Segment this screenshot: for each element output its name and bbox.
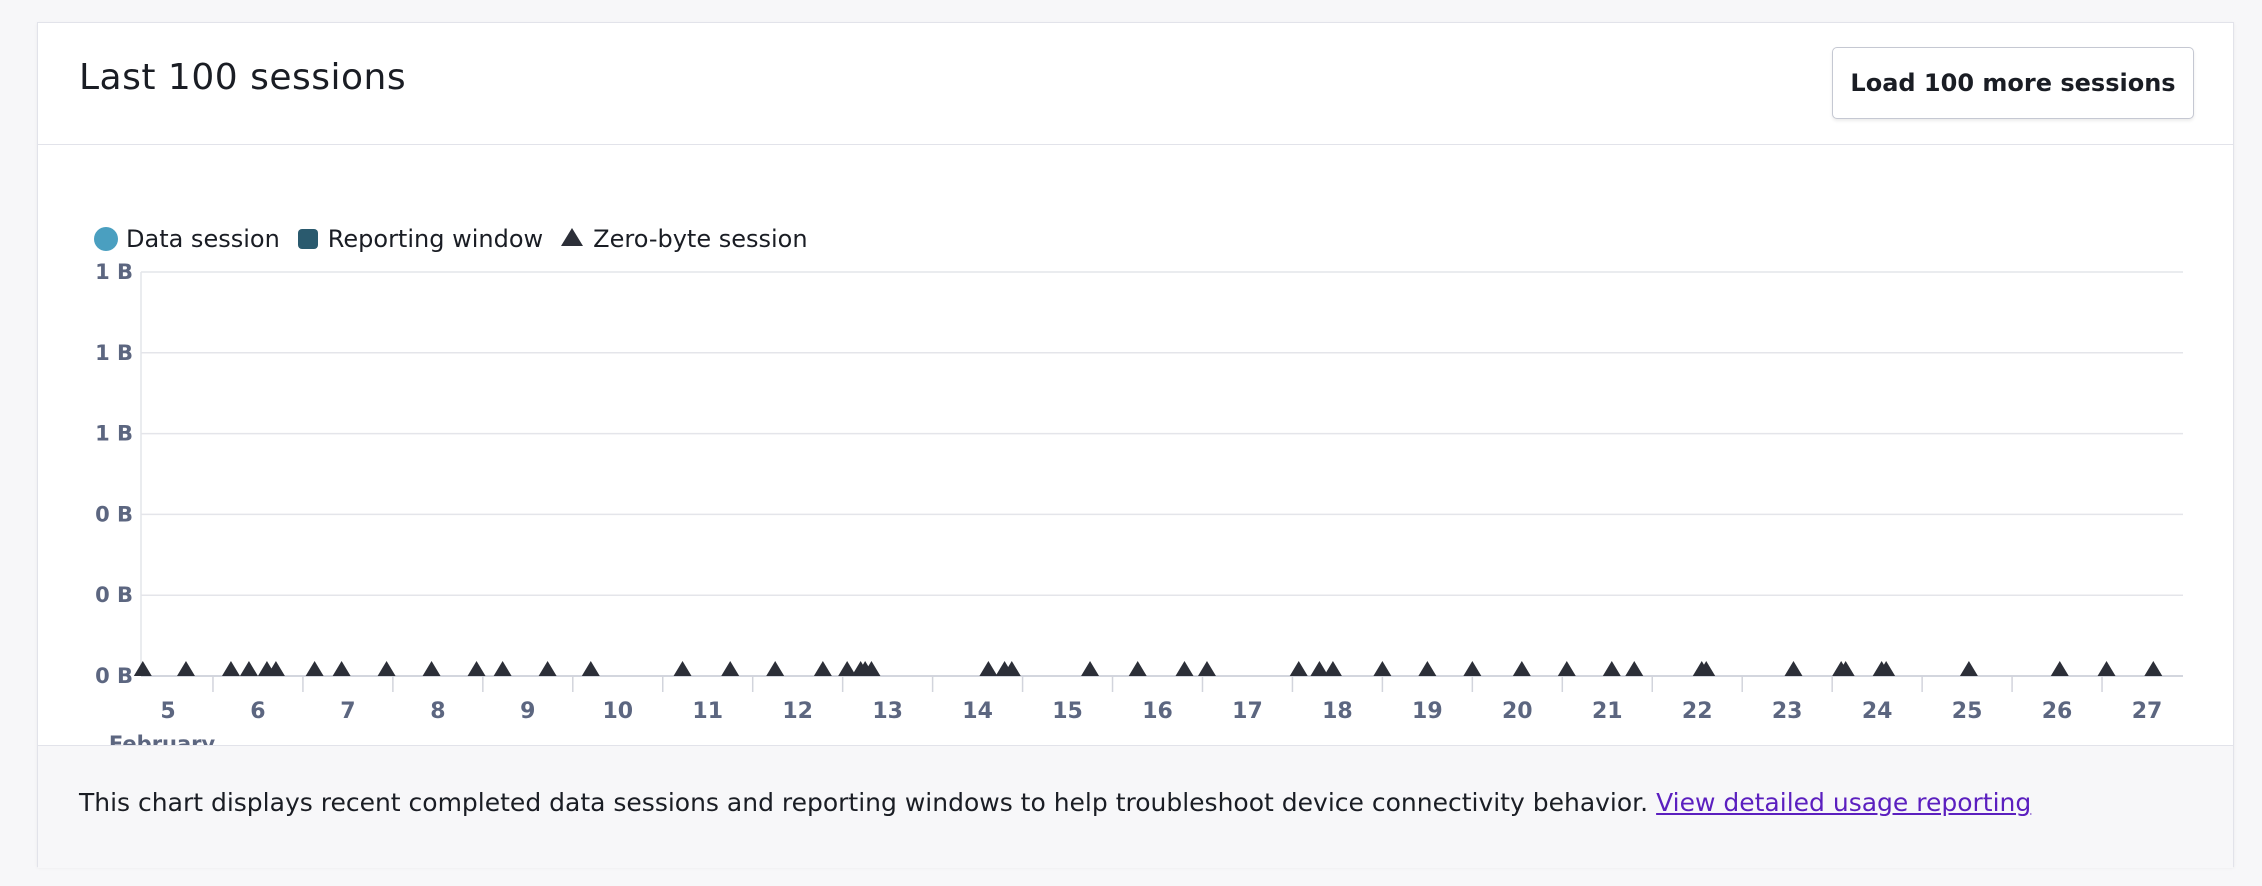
zero-byte-session-marker [2050,661,2069,676]
zero-byte-session-marker [1557,661,1576,676]
zero-byte-session-marker [1512,661,1531,676]
zero-byte-session-marker [1002,661,1021,676]
zero-byte-session-marker [721,661,740,676]
legend-label-data-session: Data session [126,225,280,253]
zero-byte-session-marker [133,661,152,676]
sessions-chart: Data session Reporting window Zero-byte … [38,145,2233,767]
x-tick-label: 14 [962,699,993,724]
x-tick-label: 20 [1502,699,1533,724]
y-tick-label: 0 B [95,502,133,526]
zero-byte-session-marker [538,661,557,676]
legend-item-zero-byte-session[interactable]: Zero-byte session [561,225,808,253]
x-tick-label: 26 [2042,699,2073,724]
x-tick-label: 5 [160,699,175,724]
zero-byte-session-marker [422,661,441,676]
x-tick-label: 13 [872,699,903,724]
x-tick-label: 23 [1772,699,1803,724]
zero-byte-session-marker [1197,661,1216,676]
legend-item-reporting-window[interactable]: Reporting window [297,225,544,253]
zero-byte-session-marker [239,661,258,676]
zero-byte-session-marker [581,661,600,676]
zero-byte-session-marker [1959,661,1978,676]
x-tick-label: 15 [1052,699,1083,724]
zero-byte-session-marker [813,661,832,676]
zero-byte-session-marker [2144,661,2163,676]
zero-byte-session-marker [1463,661,1482,676]
x-tick-label: 6 [250,699,265,724]
card-title: Last 100 sessions [79,57,407,98]
zero-byte-session-marker [1081,661,1100,676]
legend-item-data-session[interactable]: Data session [94,225,280,253]
zero-byte-session-marker [1310,661,1329,676]
legend-label-reporting-window: Reporting window [327,225,544,253]
zero-byte-session-marker [332,661,351,676]
load-more-sessions-button[interactable]: Load 100 more sessions [1832,47,2194,119]
x-tick-label: 25 [1952,699,1983,724]
sessions-card: Last 100 sessions Load 100 more sessions… [37,22,2234,868]
x-tick-label: 12 [782,699,813,724]
x-tick-label: 18 [1322,699,1353,724]
zero-byte-session-marker [176,661,195,676]
x-tick-label: 17 [1232,699,1263,724]
reporting-window-swatch-icon [297,229,318,249]
y-tick-label: 1 B [95,260,133,284]
zero-byte-session-marker [1175,661,1194,676]
zero-byte-session-marker [1784,661,1803,676]
data-session-swatch-icon [94,227,118,251]
zero-byte-session-marker [673,661,692,676]
zero-byte-session-marker [1128,661,1147,676]
y-tick-label: 0 B [95,664,133,688]
zero-byte-session-marker [1697,661,1716,676]
x-tick-label: 27 [2132,699,2163,724]
x-tick-label: 8 [430,699,445,724]
zero-byte-session-marker [862,661,881,676]
zero-byte-session-marker [838,661,857,676]
footer-description: This chart displays recent completed dat… [79,788,2031,817]
x-tick-label: 24 [1862,699,1893,724]
card-header: Last 100 sessions Load 100 more sessions [38,23,2233,145]
card-footer: This chart displays recent completed dat… [38,745,2233,868]
zero-byte-session-marker [266,661,285,676]
y-tick-label: 1 B [95,341,133,365]
legend-label-zero-byte-session: Zero-byte session [593,225,808,253]
chart-legend: Data session Reporting window Zero-byte … [94,223,826,255]
x-tick-label: 10 [602,699,633,724]
zero-byte-session-triangle-icon [561,228,584,246]
zero-byte-session-marker [1836,661,1855,676]
zero-byte-session-marker [1289,661,1308,676]
x-tick-label: 9 [520,699,535,724]
y-tick-label: 0 B [95,583,133,607]
zero-byte-session-marker [1373,661,1392,676]
view-usage-reporting-link[interactable]: View detailed usage reporting [1656,788,2032,817]
x-tick-label: 7 [340,699,355,724]
zero-byte-session-marker [2097,661,2116,676]
zero-byte-session-marker [305,661,324,676]
zero-byte-session-marker [493,661,512,676]
x-tick-label: 19 [1412,699,1443,724]
footer-text: This chart displays recent completed dat… [79,788,1649,817]
x-tick-label: 22 [1682,699,1713,724]
x-tick-label: 16 [1142,699,1173,724]
chart-plot: 1 B 1 B 1 B 0 B 0 B 0 B 5 6 7 8 9 10 11 12 13 14 15 16 17 1… [85,260,2183,756]
zero-byte-session-marker [766,661,785,676]
zero-byte-session-marker [1418,661,1437,676]
zero-byte-session-marker [377,661,396,676]
zero-byte-session-marker [467,661,486,676]
zero-byte-session-marker [1877,661,1896,676]
zero-byte-session-marker [979,661,998,676]
zero-byte-session-marker [221,661,240,676]
zero-byte-session-marker [1625,661,1644,676]
y-tick-label: 1 B [95,422,133,446]
zero-byte-session-marker [1323,661,1342,676]
x-tick-label: 21 [1592,699,1623,724]
zero-byte-session-marker [1602,661,1621,676]
x-tick-label: 11 [692,699,723,724]
